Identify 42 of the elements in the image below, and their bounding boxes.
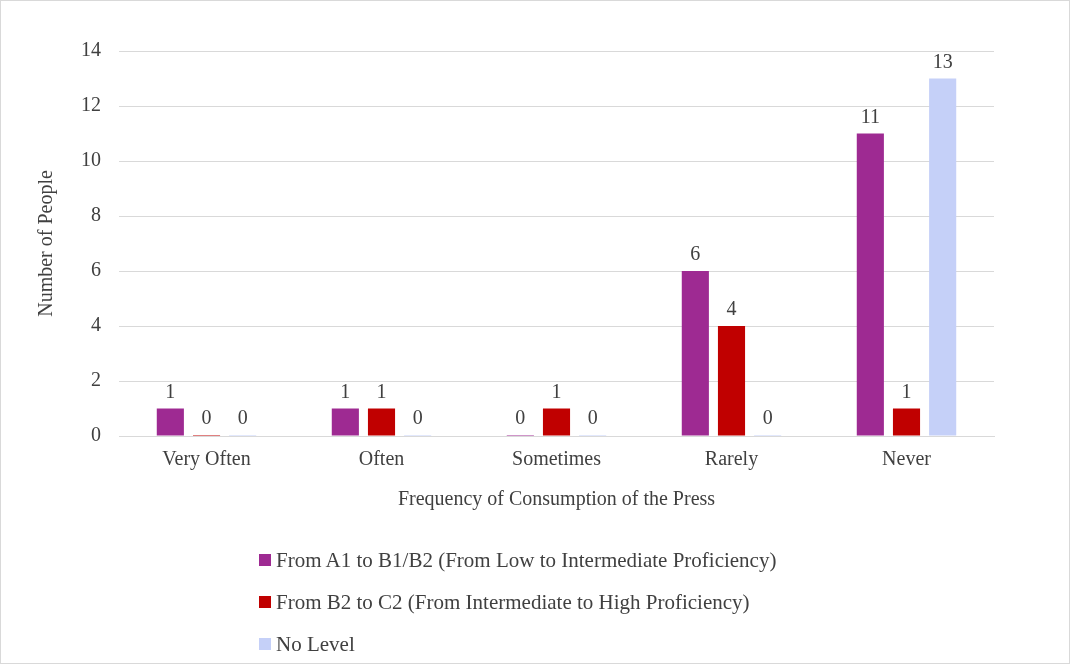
bar	[681, 271, 709, 436]
legend-label: From A1 to B1/B2 (From Low to Intermediate Proficiency)	[276, 547, 777, 573]
y-tick-label: 12	[81, 93, 101, 116]
x-tick-label: Often	[358, 447, 405, 470]
x-tick-label: Very Often	[162, 447, 251, 471]
bar	[156, 408, 184, 436]
legend-label: No Level	[276, 631, 355, 657]
data-label: 13	[932, 49, 953, 72]
data-label: 1	[340, 379, 351, 402]
data-label: 4	[726, 297, 737, 320]
data-label: 0	[412, 406, 423, 429]
data-label: 1	[165, 379, 176, 402]
data-label: 0	[762, 406, 773, 429]
x-axis-title: Frequency of Consumption of the Press	[397, 487, 716, 511]
bar	[542, 408, 571, 436]
y-tick-label: 8	[91, 203, 101, 226]
y-axis-title: Number of People	[34, 170, 58, 317]
x-tick-label: Rarely	[704, 447, 759, 471]
y-tick-label: 10	[81, 148, 101, 171]
legend-label: From B2 to C2 (From Intermediate to High Proficiency)	[276, 589, 750, 615]
data-label: 1	[376, 379, 387, 402]
y-tick-label: 4	[91, 313, 101, 336]
bar	[367, 408, 396, 436]
bar	[929, 78, 957, 436]
x-tick-label: Sometimes	[512, 447, 602, 470]
bar	[892, 408, 921, 436]
y-tick-label: 2	[91, 368, 101, 391]
data-label: 1	[901, 379, 912, 402]
bar	[856, 133, 884, 436]
x-tick-label: Never	[882, 447, 932, 470]
data-label: 6	[690, 242, 701, 265]
data-label: 0	[237, 406, 248, 429]
bar	[331, 408, 359, 436]
data-label: 0	[201, 406, 212, 429]
data-label: 0	[515, 406, 526, 429]
y-tick-label: 0	[91, 423, 101, 446]
data-label: 1	[551, 379, 562, 402]
data-label: 11	[860, 104, 880, 127]
data-label: 0	[587, 406, 598, 429]
y-tick-label: 14	[81, 38, 101, 61]
y-tick-label: 6	[91, 258, 101, 281]
bar	[717, 326, 746, 436]
